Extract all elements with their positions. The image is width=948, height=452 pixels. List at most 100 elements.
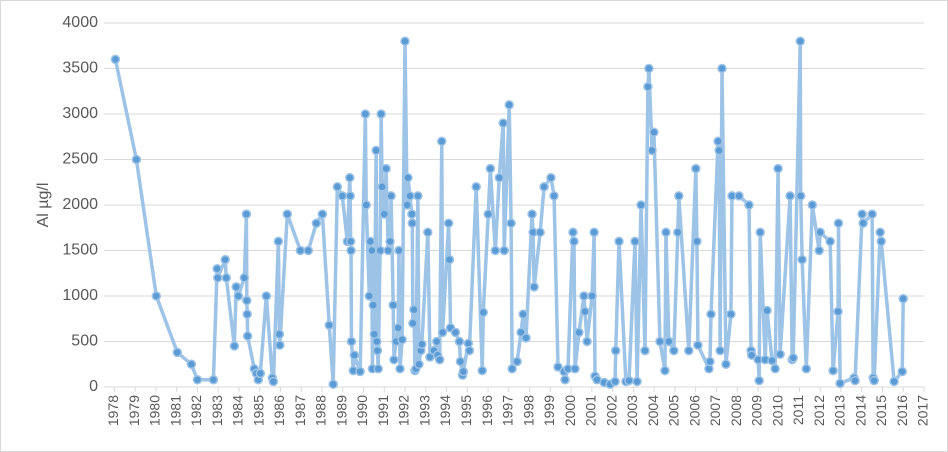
y-tick-label: 1000 [62,287,98,304]
data-point [405,191,415,201]
data-point [825,236,835,247]
data-point [367,245,377,256]
data-point [371,145,381,156]
data-point [692,236,702,247]
data-point [397,334,407,345]
data-point [640,345,650,356]
x-tick-label: 2004 [645,395,661,426]
data-point [504,100,514,110]
x-tick-label: 1982 [188,395,204,426]
data-point [580,306,590,317]
data-point [649,127,659,137]
x-tick-label: 1983 [209,395,225,426]
data-point [857,209,867,219]
data-point [674,191,684,201]
x-tick-label: 2007 [707,395,723,426]
data-point [715,345,725,356]
data-point [549,191,559,201]
data-point [437,136,447,147]
data-point [432,336,442,347]
data-point [579,291,589,301]
data-point [529,282,539,292]
x-tick-label: 1980 [147,395,163,426]
data-point [324,320,334,330]
data-point [705,356,715,367]
data-point [450,327,461,338]
data-point [610,345,621,356]
data-point [379,209,390,219]
data-point [242,295,252,306]
data-point [458,366,469,377]
data-point [444,254,455,265]
data-point [388,300,398,310]
data-point [661,227,671,238]
x-tick-label: 1984 [230,395,246,426]
data-point [814,245,824,256]
data-point [568,227,578,238]
y-tick-label: 1500 [62,242,98,259]
data-point [408,318,418,329]
data-point [386,191,396,201]
data-point [785,191,795,201]
x-tick-label: 2002 [603,395,619,426]
data-point [664,336,674,347]
data-point [889,376,899,387]
data-point [521,333,531,343]
data-point [212,263,222,274]
data-point [364,291,375,301]
x-tick-label: 1994 [437,395,453,426]
x-tick-label: 1989 [333,395,349,426]
data-point [395,364,405,374]
data-point [553,362,563,372]
data-point [311,218,322,228]
x-tick-label: 2017 [915,395,931,426]
data-point [221,273,232,283]
data-point [381,163,391,174]
data-point [867,209,877,219]
data-point [413,191,423,201]
y-tick-label: 500 [71,333,98,350]
data-point [407,218,418,228]
x-tick-label: 1988 [313,395,329,426]
data-point [400,36,410,46]
data-point [274,329,285,339]
data-point [485,163,496,174]
data-point [775,349,785,359]
data-point [360,109,371,119]
y-tick-label: 3000 [62,105,98,122]
x-tick-label: 1995 [458,395,474,426]
x-tick-label: 1987 [292,395,308,426]
data-point [471,182,481,192]
data-point [624,375,634,386]
data-point [478,307,489,318]
data-point [192,374,203,385]
data-point [295,245,306,256]
data-point [498,118,508,128]
data-point [632,376,642,387]
data-point [403,172,413,183]
data-point [255,368,266,379]
data-point [337,191,348,201]
data-point [372,345,383,356]
data-point [754,375,764,386]
data-point [282,209,293,219]
x-tick-label: 1996 [479,395,495,426]
x-tick-label: 1999 [541,395,557,426]
y-tick-label: 3500 [62,60,98,77]
data-point [828,365,838,376]
x-tick-label: 2001 [583,395,599,426]
y-axis-label: Al µg/l [35,183,52,228]
data-point [365,236,376,247]
data-point [355,366,365,377]
data-point [539,182,549,192]
data-point [393,323,403,333]
x-tick-label: 1978 [105,395,121,426]
data-point [773,163,783,174]
data-point [630,236,640,247]
data-point [261,291,272,301]
data-point [241,209,252,219]
x-tick-label: 1990 [354,395,370,426]
data-point [574,327,584,338]
data-point [477,365,487,376]
data-point [345,172,355,183]
